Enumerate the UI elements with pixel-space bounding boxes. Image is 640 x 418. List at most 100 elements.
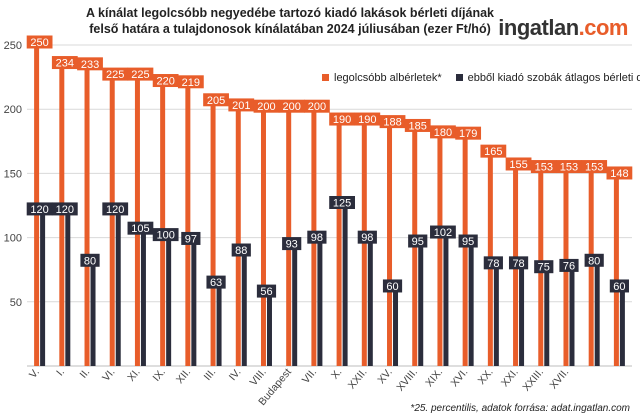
data-label-series-1-bg xyxy=(430,125,456,139)
data-label-series-2-bg xyxy=(102,202,129,216)
data-label-series-1-bg xyxy=(203,93,229,107)
data-label-series-1: 205 xyxy=(207,95,225,107)
data-label-series-2: 102 xyxy=(434,227,452,239)
x-tick-label: VI. xyxy=(100,366,117,384)
bar-series-2 xyxy=(393,288,399,366)
x-tick-label: VIII. xyxy=(248,366,269,388)
x-tick-label: IV. xyxy=(227,366,244,383)
data-label-series-2: 76 xyxy=(563,260,575,272)
data-label-series-2: 63 xyxy=(210,277,222,289)
x-tick-label: XVII. xyxy=(547,366,571,391)
bar-series-2 xyxy=(594,263,600,366)
data-label-series-1: 200 xyxy=(283,101,301,113)
x-tick-label: XVI. xyxy=(448,366,470,389)
data-label-series-1-bg xyxy=(581,160,608,174)
data-label-series-2: 97 xyxy=(185,233,197,245)
x-tick-label: XIX. xyxy=(423,366,445,389)
data-label-series-2-bg xyxy=(609,279,629,293)
data-label-series-1: 225 xyxy=(131,69,149,81)
data-label-series-2-bg xyxy=(408,234,428,248)
x-tick-label: XXIII. xyxy=(520,366,546,393)
legend-swatch-series-1 xyxy=(322,73,329,81)
y-tick-label: 100 xyxy=(4,233,22,245)
bar-series-2 xyxy=(418,244,424,366)
data-label-series-2: 100 xyxy=(156,230,174,242)
bar-series-2 xyxy=(569,268,575,366)
data-label-series-1-bg xyxy=(177,75,204,89)
bar-series-2 xyxy=(90,263,96,366)
bar-series-2 xyxy=(40,211,46,366)
data-label-series-1: 188 xyxy=(383,117,401,129)
bar-series-2 xyxy=(544,269,550,366)
data-label-series-1: 200 xyxy=(308,101,326,113)
bar-series-2 xyxy=(367,240,373,366)
x-tick-label: XV. xyxy=(375,366,394,386)
chart-title-line-1: A kínálat legolcsóbb negyedébe tartozó k… xyxy=(86,6,494,20)
data-label-series-1: 153 xyxy=(535,162,553,174)
legend-label-series-2: ebből kiadó szobák átlagos bérleti díja xyxy=(467,72,640,84)
bar-series-2 xyxy=(65,211,71,366)
bar-series-2 xyxy=(191,241,197,366)
bar-series-1 xyxy=(185,84,191,366)
x-tick-label: V. xyxy=(27,366,42,381)
legend-item-series-1: legolcsóbb albérletek* xyxy=(322,72,442,84)
data-label-series-2: 60 xyxy=(613,281,625,293)
bar-series-2 xyxy=(266,294,272,366)
data-label-series-2: 78 xyxy=(512,258,524,270)
data-label-series-2-bg xyxy=(458,234,478,248)
data-label-series-2: 120 xyxy=(56,204,74,216)
bar-series-2 xyxy=(140,231,146,366)
data-label-series-1: 148 xyxy=(610,168,628,180)
legend-label-series-1: legolcsóbb albérletek* xyxy=(334,72,442,84)
bar-series-2 xyxy=(468,244,474,366)
data-label-series-1-bg xyxy=(480,144,507,158)
data-label-series-2-bg xyxy=(357,230,377,244)
data-label-series-1-bg xyxy=(228,98,255,112)
data-label-series-2: 88 xyxy=(235,245,247,257)
bar-series-2 xyxy=(241,253,247,366)
data-label-series-1: 185 xyxy=(409,120,427,132)
bar-series-1 xyxy=(160,83,166,367)
bar-series-1 xyxy=(336,122,342,366)
bar-series-1 xyxy=(260,109,266,366)
data-label-series-2-bg xyxy=(80,253,100,267)
data-label-series-2-bg xyxy=(231,243,251,257)
data-label-series-2: 60 xyxy=(386,281,398,293)
data-label-series-1-bg xyxy=(329,112,356,126)
x-tick-label: XII. xyxy=(174,366,193,386)
x-tick-label: III. xyxy=(202,366,219,383)
x-tick-label: X. xyxy=(329,366,345,381)
data-label-series-1-bg xyxy=(379,115,406,129)
data-label-series-1-bg xyxy=(102,67,129,81)
logo-text: ingatlan xyxy=(498,15,579,40)
data-label-series-2-bg xyxy=(256,284,277,298)
data-label-series-1-bg xyxy=(26,35,53,49)
footnote: *25. percentilis, adatok forrása: adat.i… xyxy=(410,403,630,414)
chart-legend: legolcsóbb albérletek* ebből kiadó szobá… xyxy=(322,72,640,84)
bar-series-1 xyxy=(109,77,115,366)
data-label-series-1: 250 xyxy=(30,37,48,49)
legend-item-series-2: ebből kiadó szobák átlagos bérleti díja xyxy=(455,72,640,84)
bar-series-1 xyxy=(462,136,468,366)
y-tick-label: 250 xyxy=(4,40,22,52)
x-tick-label: I. xyxy=(54,366,67,378)
bar-series-1 xyxy=(59,65,65,366)
chart-title-line-2: felső határa a tulajdonosok kínálatában … xyxy=(89,22,491,36)
legend-swatch-series-2 xyxy=(455,73,463,81)
bar-series-2 xyxy=(115,211,121,366)
data-label-series-1-bg xyxy=(606,166,633,180)
bar-series-1 xyxy=(134,77,140,366)
data-label-series-1: 200 xyxy=(257,101,275,113)
data-label-series-2-bg xyxy=(282,237,302,251)
data-label-series-2-bg xyxy=(584,253,604,267)
x-tick-label: XX. xyxy=(476,366,496,387)
data-label-series-2-bg xyxy=(307,230,327,244)
data-label-series-1-bg xyxy=(77,57,103,71)
data-label-series-2: 98 xyxy=(311,232,323,244)
data-label-series-2-bg xyxy=(382,279,403,293)
data-label-series-2-bg xyxy=(329,196,356,209)
data-label-series-1: 225 xyxy=(106,69,124,81)
data-label-series-1: 201 xyxy=(232,100,250,112)
data-label-series-1: 190 xyxy=(358,114,376,126)
